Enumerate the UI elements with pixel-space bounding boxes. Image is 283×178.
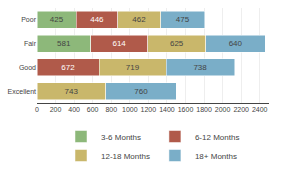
svg-text:12-18 Months: 12-18 Months xyxy=(101,152,150,161)
svg-text:760: 760 xyxy=(134,87,148,96)
svg-text:475: 475 xyxy=(176,15,190,24)
svg-text:672: 672 xyxy=(61,63,75,72)
svg-text:3-6 Months: 3-6 Months xyxy=(101,133,141,142)
svg-text:738: 738 xyxy=(193,63,207,72)
svg-text:1000: 1000 xyxy=(122,106,138,113)
svg-text:1200: 1200 xyxy=(141,106,157,113)
svg-text:425: 425 xyxy=(50,15,64,24)
svg-text:614: 614 xyxy=(112,39,126,48)
svg-text:1800: 1800 xyxy=(196,106,212,113)
svg-text:2000: 2000 xyxy=(215,106,231,113)
svg-text:800: 800 xyxy=(105,106,117,113)
svg-text:18+ Months: 18+ Months xyxy=(195,152,237,161)
svg-text:0: 0 xyxy=(35,106,39,113)
svg-text:743: 743 xyxy=(65,87,79,96)
svg-text:625: 625 xyxy=(170,39,184,48)
svg-text:462: 462 xyxy=(132,15,146,24)
svg-text:200: 200 xyxy=(50,106,62,113)
svg-text:Poor: Poor xyxy=(21,16,36,23)
svg-text:581: 581 xyxy=(57,39,71,48)
svg-text:640: 640 xyxy=(229,39,243,48)
svg-text:400: 400 xyxy=(68,106,80,113)
svg-text:719: 719 xyxy=(126,63,140,72)
svg-text:2200: 2200 xyxy=(233,106,249,113)
svg-text:Fair: Fair xyxy=(24,40,37,47)
svg-text:446: 446 xyxy=(90,15,104,24)
svg-text:Good: Good xyxy=(19,64,36,71)
svg-text:Excellent: Excellent xyxy=(8,88,36,95)
svg-text:2400: 2400 xyxy=(252,106,268,113)
svg-text:6-12 Months: 6-12 Months xyxy=(195,133,239,142)
svg-text:1400: 1400 xyxy=(159,106,175,113)
svg-text:1600: 1600 xyxy=(178,106,194,113)
svg-text:600: 600 xyxy=(87,106,99,113)
